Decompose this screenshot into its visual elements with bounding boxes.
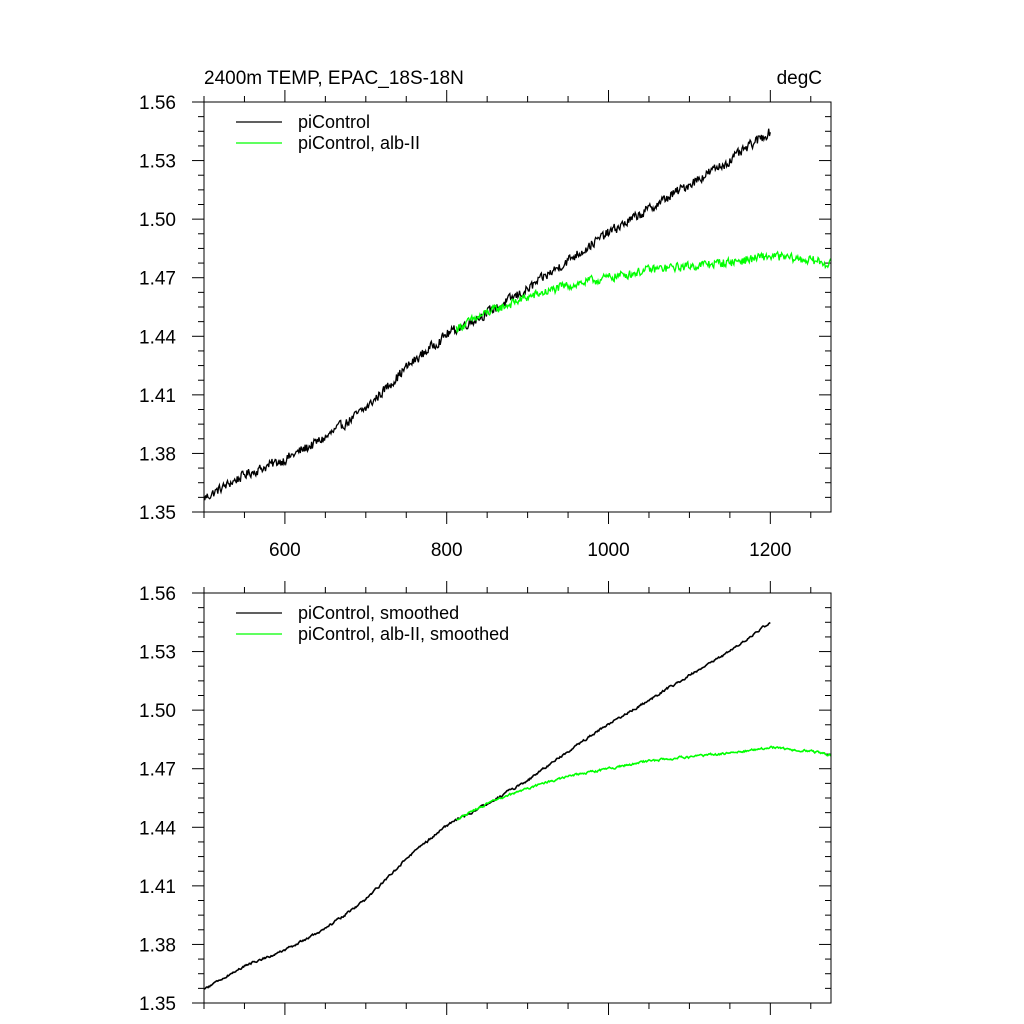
y-tick-label: 1.56 (139, 93, 176, 114)
y-tick-label: 1.56 (139, 584, 176, 605)
plot-frame (203, 101, 832, 513)
bottom-panel: 1.35 1.38 1.41 1.44 1.47 1.50 1.53 1.56 piContr… (139, 581, 832, 1015)
x-tick-label: 800 (431, 540, 463, 561)
y-tick-label: 1.44 (139, 327, 176, 348)
top-panel: 2400m TEMP, EPAC_18S-18N degC 1.351.381.… (139, 68, 832, 561)
series-group (203, 128, 832, 501)
series-line-1 (455, 250, 832, 333)
y-tick-label: 1.47 (139, 269, 176, 290)
y-tick-label: 1.47 (139, 760, 176, 781)
series-line-0 (203, 128, 771, 501)
panel-title: 2400m TEMP, EPAC_18S-18N (204, 68, 464, 89)
x-tick-label: 1000 (587, 540, 629, 561)
legend: piControl piControl, alb-II (236, 112, 420, 153)
legend-label-1: piControl, alb-II (298, 133, 420, 153)
y-tick-label: 1.50 (139, 210, 176, 231)
y-tick-label: 1.53 (139, 643, 176, 664)
series-group (203, 621, 832, 990)
legend-label-1: piControl, alb-II, smoothed (298, 624, 509, 644)
units-label: degC (777, 68, 822, 89)
y-tick-label: 1.38 (139, 444, 176, 465)
y-tick-label: 1.35 (139, 503, 176, 524)
axis-ticks: 1.35 1.38 1.41 1.44 1.47 1.50 1.53 1.56 (139, 581, 831, 1015)
y-tick-label: 1.35 (139, 994, 176, 1015)
y-tick-label: 1.44 (139, 818, 176, 839)
legend-label-0: piControl, smoothed (298, 603, 459, 623)
series-line-0 (203, 621, 771, 990)
y-tick-label: 1.41 (139, 386, 176, 407)
y-tick-label: 1.50 (139, 701, 176, 722)
legend: piControl, smoothed piControl, alb-II, s… (236, 603, 509, 644)
axis-ticks: 1.35 1.38 1.41 1.44 1.47 1.50 1.53 1.56 600 800 10… (139, 90, 831, 561)
series-line-1 (456, 745, 832, 821)
plot-frame (203, 592, 832, 1004)
y-tick-label: 1.41 (139, 877, 176, 898)
x-tick-label: 1200 (749, 540, 791, 561)
y-tick-label: 1.38 (139, 935, 176, 956)
x-tick-label: 600 (269, 540, 301, 561)
y-tick-label: 1.53 (139, 152, 176, 173)
legend-label-0: piControl (298, 112, 370, 132)
